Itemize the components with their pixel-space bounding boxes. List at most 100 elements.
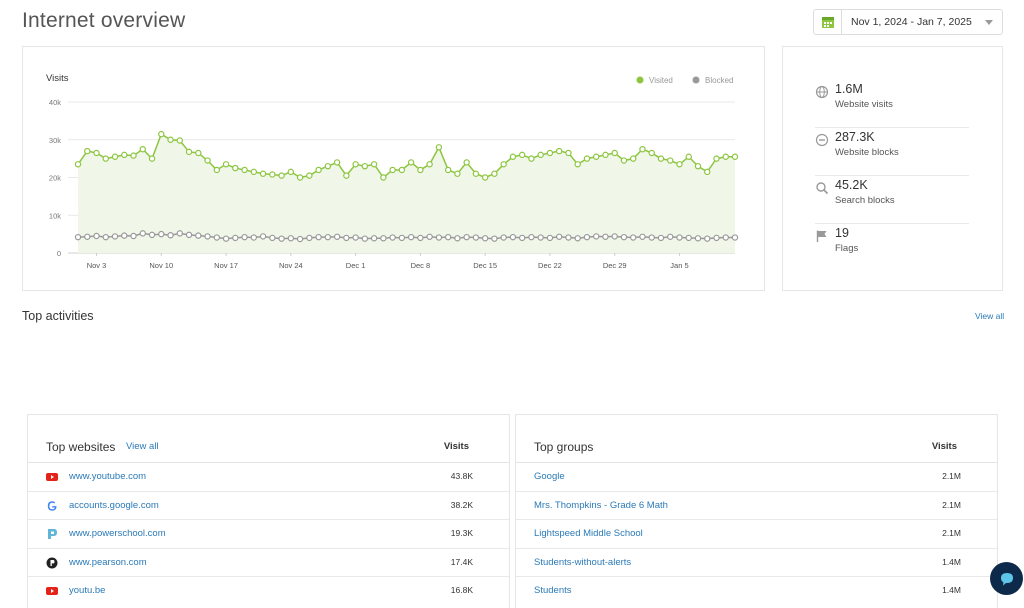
data-point-visited[interactable]	[417, 166, 424, 174]
data-point-visited[interactable]	[343, 172, 350, 179]
data-point-blocked[interactable]	[148, 231, 156, 239]
group-link[interactable]: Lightspeed Middle School	[534, 528, 643, 540]
data-point-blocked[interactable]	[657, 234, 665, 242]
data-point-blocked[interactable]	[555, 233, 563, 240]
data-point-blocked[interactable]	[694, 235, 702, 242]
data-point-blocked[interactable]	[84, 233, 91, 240]
table-row[interactable]: www.pearson.com 17.4K	[28, 549, 509, 578]
data-point-visited[interactable]	[296, 174, 304, 181]
data-point-visited[interactable]	[389, 166, 396, 174]
data-point-blocked[interactable]	[213, 234, 221, 241]
data-point-visited[interactable]	[435, 144, 443, 151]
data-point-visited[interactable]	[269, 171, 276, 178]
data-point-blocked[interactable]	[463, 233, 470, 241]
website-link[interactable]: accounts.google.com	[69, 499, 159, 511]
data-point-visited[interactable]	[241, 166, 248, 174]
activity-tile-miscellaneous[interactable]: Miscellaneous 17.5%	[187, 331, 341, 394]
data-point-blocked[interactable]	[602, 233, 609, 240]
data-point-blocked[interactable]	[389, 234, 396, 241]
data-point-visited[interactable]	[185, 148, 193, 156]
data-point-blocked[interactable]	[139, 230, 146, 237]
activity-tile-communication[interactable]: Communication 1.3%	[683, 331, 837, 394]
data-point-visited[interactable]	[204, 157, 211, 164]
data-point-blocked[interactable]	[472, 234, 480, 241]
data-point-blocked[interactable]	[343, 234, 350, 242]
data-point-visited[interactable]	[620, 157, 628, 164]
data-point-visited[interactable]	[611, 149, 618, 157]
website-link[interactable]: youtu.be	[69, 585, 106, 597]
data-point-visited[interactable]	[398, 166, 406, 174]
data-point-visited[interactable]	[278, 172, 285, 179]
data-point-blocked[interactable]	[435, 234, 443, 241]
data-point-visited[interactable]	[74, 161, 82, 168]
data-point-blocked[interactable]	[158, 230, 165, 238]
stat-search-blocks[interactable]: 45.2K Search blocks	[815, 176, 969, 224]
data-point-blocked[interactable]	[167, 232, 174, 239]
activity-tile-education[interactable]: Education 74.0%	[22, 331, 176, 394]
data-point-visited[interactable]	[426, 161, 433, 168]
table-row[interactable]: www.powerschool.com 19.3K	[28, 520, 509, 549]
data-point-blocked[interactable]	[232, 234, 239, 242]
data-point-blocked[interactable]	[352, 234, 359, 241]
data-point-visited[interactable]	[546, 149, 554, 157]
data-point-visited[interactable]	[528, 155, 535, 162]
data-point-blocked[interactable]	[583, 233, 591, 241]
data-point-blocked[interactable]	[259, 233, 267, 240]
chart-legend[interactable]: Visited Blocked	[636, 76, 734, 85]
data-point-blocked[interactable]	[195, 232, 202, 239]
data-point-visited[interactable]	[167, 136, 174, 143]
data-point-blocked[interactable]	[296, 235, 304, 243]
data-point-blocked[interactable]	[324, 233, 332, 241]
data-point-visited[interactable]	[306, 172, 313, 179]
data-point-visited[interactable]	[222, 161, 230, 168]
data-point-visited[interactable]	[370, 161, 378, 168]
data-point-blocked[interactable]	[592, 233, 600, 240]
data-point-visited[interactable]	[361, 162, 369, 170]
data-point-visited[interactable]	[731, 153, 739, 160]
data-point-visited[interactable]	[592, 153, 600, 160]
activity-tile-ai[interactable]: AI 1.3%	[848, 331, 1002, 394]
data-point-blocked[interactable]	[74, 233, 82, 241]
data-point-visited[interactable]	[380, 174, 387, 181]
data-point-blocked[interactable]	[713, 234, 720, 242]
data-point-blocked[interactable]	[222, 235, 230, 242]
data-point-blocked[interactable]	[250, 234, 258, 241]
data-point-visited[interactable]	[287, 168, 295, 176]
data-point-visited[interactable]	[352, 161, 359, 168]
data-point-blocked[interactable]	[121, 232, 128, 239]
data-point-blocked[interactable]	[481, 235, 489, 242]
data-point-blocked[interactable]	[380, 235, 387, 242]
data-point-blocked[interactable]	[611, 233, 618, 240]
data-point-visited[interactable]	[509, 153, 517, 160]
data-point-blocked[interactable]	[500, 234, 507, 241]
data-point-blocked[interactable]	[528, 233, 535, 241]
data-point-blocked[interactable]	[676, 234, 683, 241]
table-row[interactable]: Students 1.4M	[516, 577, 997, 606]
data-point-blocked[interactable]	[176, 230, 183, 237]
data-point-blocked[interactable]	[102, 233, 109, 241]
table-row[interactable]: Lightspeed Middle School 2.1M	[516, 520, 997, 549]
data-point-blocked[interactable]	[731, 234, 739, 241]
data-point-visited[interactable]	[454, 170, 461, 177]
data-point-visited[interactable]	[232, 164, 239, 172]
websites-view-all-link[interactable]: View all	[126, 441, 159, 452]
data-point-visited[interactable]	[84, 147, 91, 155]
data-point-blocked[interactable]	[565, 234, 572, 241]
date-range-picker[interactable]: Nov 1, 2024 - Jan 7, 2025	[813, 9, 1003, 35]
data-point-visited[interactable]	[630, 155, 637, 162]
table-row[interactable]: Students-without-alerts 1.4M	[516, 549, 997, 578]
table-row[interactable]: Google 2.1M	[516, 463, 997, 492]
table-row[interactable]: www.youtube.com 43.8K	[28, 463, 509, 492]
data-point-blocked[interactable]	[630, 234, 637, 241]
data-point-visited[interactable]	[481, 174, 489, 181]
data-point-blocked[interactable]	[639, 233, 646, 240]
group-link[interactable]: Students	[534, 585, 572, 597]
data-point-blocked[interactable]	[722, 234, 729, 241]
data-point-blocked[interactable]	[509, 233, 517, 241]
data-point-blocked[interactable]	[306, 234, 313, 242]
data-point-visited[interactable]	[176, 137, 183, 144]
data-point-visited[interactable]	[407, 159, 415, 166]
table-row[interactable]: youtu.be 16.8K	[28, 577, 509, 606]
data-point-visited[interactable]	[583, 155, 591, 162]
data-point-visited[interactable]	[102, 155, 109, 162]
